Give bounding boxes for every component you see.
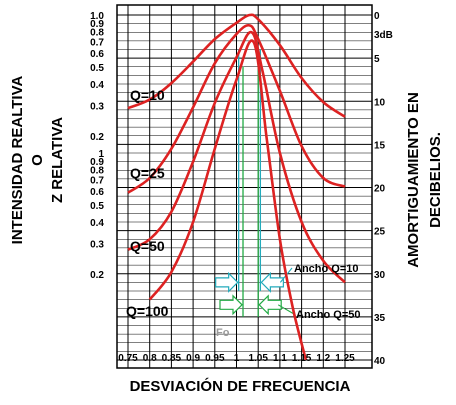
series-label-q100: Q=100	[126, 303, 169, 319]
x-tick-labels: 0.75 0.8 0.85 0.9 0.95 1 1.05 1.1 1.15 1.2 1.25	[118, 353, 355, 364]
left-tick-label: 0.9	[90, 19, 104, 30]
left-tick-label: 0.8	[90, 165, 104, 176]
x-tick-label: 0.85	[162, 353, 182, 364]
x-tick-label: 1.2	[316, 353, 330, 364]
curves	[127, 13, 346, 361]
left-axis-title: INTENSIDAD REALTIVA O Z RELATIVA	[9, 76, 66, 245]
right-tick-label: 20	[374, 184, 386, 195]
right-axis-title-line1: AMORTIGUAMIENTO EN	[405, 92, 422, 268]
series-curve-q50	[127, 30, 346, 284]
left-axis-title-line3: Z RELATIVA	[49, 117, 66, 203]
q50-arrow-left	[219, 294, 243, 316]
right-tick-label: 5	[374, 54, 380, 65]
series-curve-q100	[148, 39, 308, 361]
series-label-q10: Q=10	[130, 87, 165, 103]
left-tick-label: 0.2	[90, 270, 104, 281]
series-curve-q25	[127, 23, 346, 194]
left-tick-labels: 1.00.90.80.70.60.50.40.30.210.90.80.70.6…	[90, 11, 104, 281]
left-tick-label: 0.3	[90, 102, 104, 113]
left-tick-label: 0.8	[90, 27, 104, 38]
left-tick-label: 1.0	[90, 11, 104, 22]
left-tick-label: 0.5	[90, 201, 104, 212]
right-tick-label: 40	[374, 356, 386, 367]
left-tick-label: 0.2	[90, 132, 104, 143]
left-tick-label: 0.7	[90, 38, 104, 49]
series-label-q25: Q=25	[130, 165, 165, 181]
left-tick-label: 0.5	[90, 63, 104, 74]
plot-area	[116, 4, 373, 369]
right-tick-label: 25	[374, 227, 386, 238]
annotation-fo: Fo	[216, 327, 230, 339]
x-tick-label: 0.75	[118, 353, 138, 364]
left-tick-label: 0.6	[90, 49, 104, 60]
series-curve-q10	[127, 13, 346, 118]
right-axis-title: AMORTIGUAMIENTO EN DECIBELIOS.	[405, 92, 444, 268]
x-tick-label: 1.05	[248, 353, 268, 364]
x-tick-label: 0.95	[205, 353, 225, 364]
right-tick-label: 3dB	[374, 30, 393, 41]
x-tick-label: 1.1	[273, 353, 287, 364]
x-tick-label: 1.15	[292, 353, 312, 364]
x-tick-label: 0.8	[143, 353, 157, 364]
right-tick-label: 35	[374, 313, 386, 324]
left-tick-label: 0.4	[90, 218, 104, 229]
left-tick-label: 0.6	[90, 187, 104, 198]
series-label-q50: Q=50	[130, 238, 165, 254]
right-tick-label: 15	[374, 140, 386, 151]
annotation-ancho-q10: Ancho Q=10	[294, 263, 359, 275]
annotation-ancho-q50: Ancho Q=50	[296, 309, 361, 321]
right-tick-label: 10	[374, 97, 386, 108]
q10-arrow-left	[215, 271, 239, 293]
right-tick-label: 0	[374, 11, 380, 22]
left-tick-label: 0.4	[90, 80, 104, 91]
left-tick-label: 0.9	[90, 157, 104, 168]
x-tick-label: 0.9	[186, 353, 200, 364]
q50-leader-line	[277, 304, 295, 315]
right-axis-title-line2: DECIBELIOS.	[427, 132, 444, 228]
left-tick-label: 1	[98, 149, 104, 160]
right-tick-label: 30	[374, 270, 386, 281]
left-tick-label: 0.7	[90, 176, 104, 187]
right-tick-labels: 0 3dB 5 10 15 20 25 30 35 40	[374, 11, 393, 367]
x-tick-label: 1.25	[335, 353, 355, 364]
left-axis-title-line2: O	[29, 154, 46, 166]
q10-arrow-right	[260, 271, 284, 293]
x-axis-title: DESVIACIÓN DE FRECUENCIA	[130, 377, 351, 395]
left-tick-label: 0.3	[90, 240, 104, 251]
x-tick-label: 1	[234, 353, 240, 364]
left-axis-title-line1: INTENSIDAD REALTIVA	[9, 76, 26, 245]
q50-arrow-right	[258, 294, 282, 316]
